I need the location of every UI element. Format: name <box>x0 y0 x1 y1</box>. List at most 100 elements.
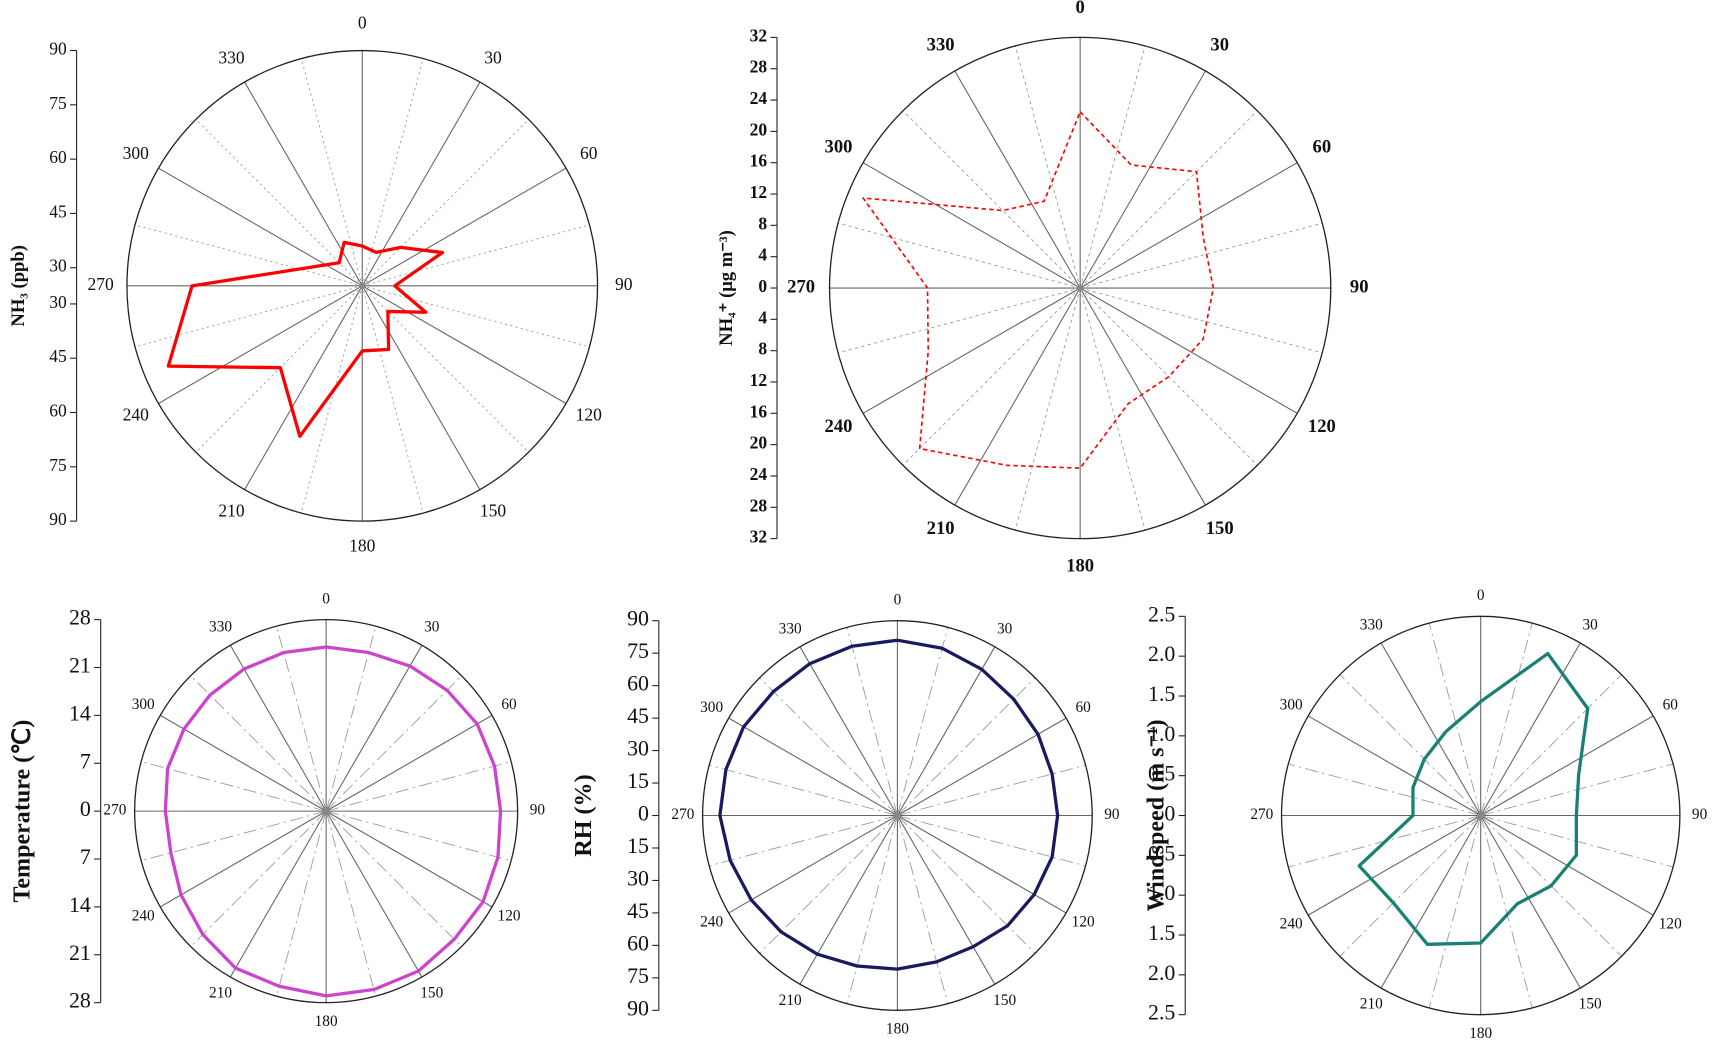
spoke <box>1380 642 1482 816</box>
minor-spoke <box>1014 287 1081 531</box>
spoke <box>325 810 493 908</box>
spoke <box>799 646 898 816</box>
r-tick-label: 75 <box>627 639 649 663</box>
r-tick-label: 4 <box>758 307 767 327</box>
angle-label: 0 <box>322 590 330 607</box>
r-tick-label: 45 <box>627 899 649 923</box>
spoke <box>728 815 898 914</box>
spoke <box>897 717 1067 816</box>
angle-label: 0 <box>1477 587 1485 604</box>
r-tick-label: 14 <box>69 893 91 917</box>
center-dot <box>1076 284 1084 292</box>
angle-label: 240 <box>1280 915 1303 932</box>
angle-label: 90 <box>1350 276 1369 297</box>
angle-label: 90 <box>530 802 546 819</box>
r-tick-label: 90 <box>627 607 649 631</box>
angle-label: 120 <box>1659 915 1682 932</box>
r-tick-label: 45 <box>49 346 67 366</box>
spoke <box>325 810 423 978</box>
minor-spoke <box>190 810 327 947</box>
minor-spoke <box>759 815 898 954</box>
minor-spoke <box>361 119 529 287</box>
angle-label: 150 <box>1206 518 1234 539</box>
r-tick-label: 28 <box>69 606 91 630</box>
angle-label: 60 <box>501 696 517 713</box>
r-tick-label: 1.0 <box>1148 722 1175 746</box>
angle-label: 300 <box>1280 697 1303 714</box>
spoke <box>954 287 1081 506</box>
r-tick-label: 45 <box>627 704 649 728</box>
minor-spoke <box>325 626 377 812</box>
r-tick-label: 0 <box>758 276 767 296</box>
minor-spoke <box>1288 763 1481 816</box>
spoke <box>229 810 327 978</box>
r-tick-label: 21 <box>69 654 91 678</box>
minor-spoke <box>1079 110 1258 289</box>
data-polygon <box>163 645 503 998</box>
center-dot <box>358 282 366 290</box>
r-tick-label: 2.5 <box>1148 602 1175 626</box>
spoke <box>1079 70 1206 289</box>
angle-label: 210 <box>209 985 232 1002</box>
minor-spoke <box>325 675 462 812</box>
spoke <box>1480 815 1581 989</box>
data-polygon <box>166 240 445 438</box>
angle-label: 210 <box>779 992 802 1009</box>
spoke <box>896 646 996 816</box>
angle-label: 120 <box>1308 416 1336 437</box>
r-tick-label: 20 <box>750 433 768 453</box>
spoke <box>728 717 898 816</box>
r-tick-label: 1.5 <box>1148 921 1175 945</box>
outer-circle <box>126 49 599 522</box>
spoke <box>799 815 898 985</box>
angle-label: 90 <box>1104 806 1120 823</box>
minor-spoke <box>709 764 898 816</box>
r-tick-label: 0.5 <box>1148 841 1175 865</box>
minor-spoke <box>846 815 898 1004</box>
center-dot <box>894 812 901 819</box>
r-tick-label: 16 <box>750 401 768 421</box>
r-tick-label: 90 <box>49 509 67 529</box>
angle-label: 0 <box>358 12 367 32</box>
r-tick-label: 15 <box>627 769 649 793</box>
angle-label: 150 <box>1579 996 1602 1013</box>
outer-circle <box>1280 615 1681 1016</box>
r-tick-label: 24 <box>750 88 768 108</box>
angle-label: 300 <box>700 699 723 716</box>
r-tick-label: 0 <box>1164 802 1175 826</box>
angle-label: 150 <box>993 992 1016 1009</box>
angle-label: 180 <box>1469 1025 1492 1042</box>
angle-label: 330 <box>927 35 955 56</box>
spoke <box>361 285 567 404</box>
angle-label: 150 <box>480 500 507 520</box>
r-tick-label: 60 <box>627 672 649 696</box>
minor-spoke <box>1480 815 1533 1009</box>
spoke <box>159 810 327 908</box>
minor-spoke <box>1480 674 1622 816</box>
r-tick-label: 90 <box>627 996 649 1020</box>
minor-spoke <box>362 285 590 348</box>
angle-label: 210 <box>218 500 244 520</box>
polar-chart: 0 30 60 90 120 150 180 210 240 270 300 330 30 30 45 45 6… <box>8 12 633 555</box>
data-polygon <box>718 638 1060 971</box>
axis-title: Windspeed (m s⁻¹) <box>1143 720 1169 912</box>
angle-label: 30 <box>997 620 1013 637</box>
spoke <box>1480 642 1581 816</box>
minor-spoke <box>361 58 424 286</box>
angle-label: 0 <box>894 592 902 609</box>
minor-spoke <box>300 285 363 514</box>
minor-spoke <box>759 677 898 816</box>
r-tick-label: 8 <box>758 339 767 359</box>
minor-spoke <box>837 222 1081 289</box>
spoke <box>325 714 493 812</box>
minor-spoke <box>1014 45 1081 289</box>
spoke <box>361 285 481 490</box>
outer-circle <box>828 36 1332 540</box>
angle-label: 300 <box>825 137 853 158</box>
minor-spoke <box>897 815 1036 954</box>
minor-spoke <box>190 675 327 812</box>
r-tick-label: 32 <box>750 25 768 45</box>
r-tick-label: 30 <box>627 737 649 761</box>
minor-spoke <box>326 761 512 812</box>
